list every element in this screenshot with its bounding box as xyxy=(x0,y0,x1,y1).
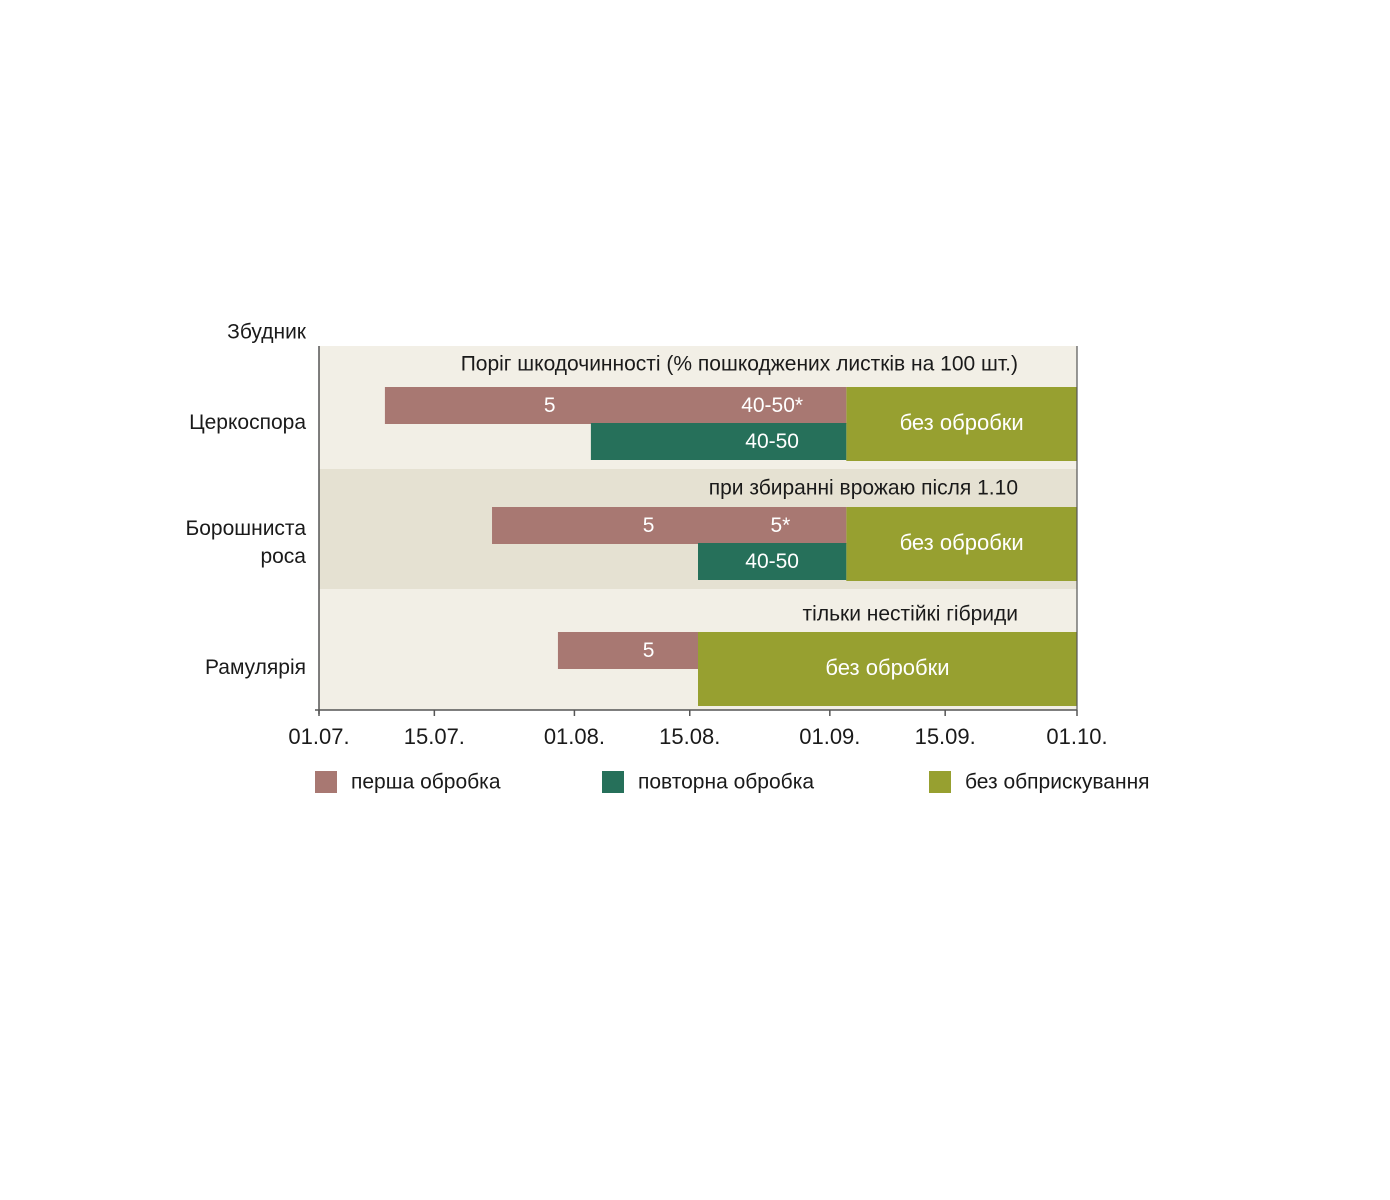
legend-swatch-repeat xyxy=(602,771,624,793)
legend-label-none: без обприскування xyxy=(965,771,1150,794)
bar-label: 40-50 xyxy=(745,430,799,453)
plot-bars xyxy=(384,387,1077,706)
no-treatment-label: без обробки xyxy=(900,530,1024,555)
legend-label-repeat: повторна обробка xyxy=(638,771,814,794)
no-treatment-label: без обробки xyxy=(825,655,949,680)
x-tick-label: 15.09. xyxy=(915,724,976,749)
x-tick-label: 01.09. xyxy=(799,724,860,749)
x-tick-label: 15.08. xyxy=(659,724,720,749)
x-tick-label: 15.07. xyxy=(404,724,465,749)
row-note: Поріг шкодочинності (% пошкоджених листк… xyxy=(461,353,1018,376)
no-treatment-label: без обробки xyxy=(900,410,1024,435)
repeat-treatment-bar xyxy=(698,543,847,580)
row-note: при збиранні врожаю після 1.10 xyxy=(709,477,1018,500)
bar-label: 40-50 xyxy=(745,550,799,573)
x-tick-label: 01.08. xyxy=(544,724,605,749)
x-tick-label: 01.07. xyxy=(288,724,349,749)
plot-labels: Збудник Церкоспора Поріг шкодочинності (% … xyxy=(185,321,1107,749)
no-treatment-bar xyxy=(698,632,1077,706)
bar-label: 5 xyxy=(643,514,655,537)
legend: перша обробка повторна обробка без обприск… xyxy=(315,771,1150,794)
plot-axes xyxy=(315,346,1078,716)
x-tick-label: 01.10. xyxy=(1046,724,1107,749)
row-name: роса xyxy=(260,545,306,568)
y-axis-title: Збудник xyxy=(227,321,307,344)
row-name: Рамулярія xyxy=(205,656,306,679)
no-treatment-bar xyxy=(846,387,1077,461)
bar-label: 5 xyxy=(544,394,556,417)
no-treatment-bar xyxy=(846,507,1077,581)
first-treatment-bar xyxy=(492,507,847,544)
row-name: Церкоспора xyxy=(189,411,306,434)
bar-label: 5 xyxy=(643,639,655,662)
first-treatment-bar xyxy=(557,632,698,669)
row-name: Борошниста xyxy=(185,517,306,540)
bar-label: 40-50* xyxy=(741,394,803,417)
repeat-treatment-bar xyxy=(590,423,847,460)
legend-swatch-none xyxy=(929,771,951,793)
row-note: тільки нестійкі гібриди xyxy=(803,603,1018,626)
first-treatment-bar xyxy=(384,387,847,424)
legend-swatch-first xyxy=(315,771,337,793)
legend-label-first: перша обробка xyxy=(351,771,501,794)
bar-label: 5* xyxy=(770,514,790,537)
